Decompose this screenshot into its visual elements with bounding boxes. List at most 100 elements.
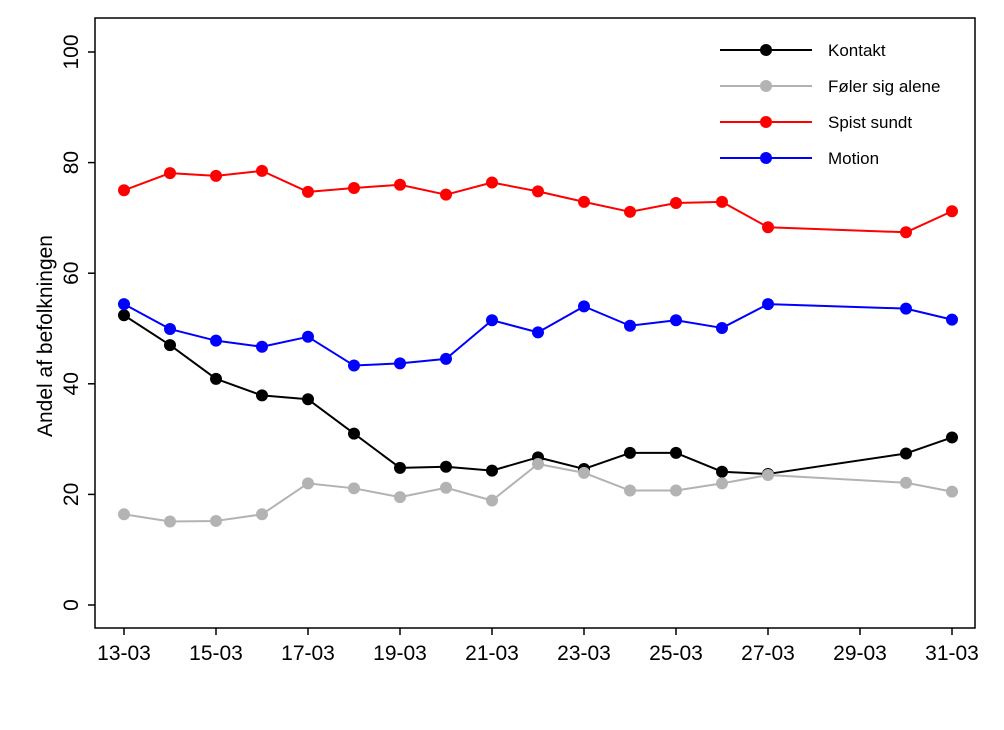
x-axis: 13-03 15-03 17-03 19-03 21-03 23-03 25-03 27-03… (97, 628, 979, 665)
data-point (118, 298, 130, 311)
y-tick-label: 80 (60, 151, 83, 174)
data-point (946, 313, 958, 326)
series-1 (118, 457, 958, 528)
data-point (578, 195, 590, 208)
data-point (440, 352, 452, 365)
data-point (900, 447, 912, 460)
data-point (900, 226, 912, 239)
data-point (624, 484, 636, 497)
data-point (670, 314, 682, 327)
data-point (762, 469, 774, 482)
data-point (900, 302, 912, 315)
series-2 (118, 164, 958, 239)
legend-item: Motion (720, 149, 879, 168)
legend-label: Spist sundt (828, 113, 912, 132)
data-point (532, 457, 544, 470)
legend-item: Føler sig alene (720, 77, 940, 96)
y-tick-label: 40 (60, 372, 83, 395)
data-point (440, 460, 452, 473)
data-point (118, 508, 130, 521)
data-point (256, 389, 268, 402)
data-point (210, 169, 222, 182)
data-point (624, 319, 636, 332)
data-point (946, 205, 958, 218)
data-point (578, 300, 590, 313)
plot-frame (94, 17, 976, 629)
data-point (348, 427, 360, 440)
data-point (118, 184, 130, 197)
legend-marker (760, 80, 772, 92)
data-point (210, 334, 222, 347)
data-point (716, 321, 728, 334)
data-point (164, 323, 176, 336)
data-point (716, 477, 728, 490)
y-tick-label: 60 (60, 262, 83, 285)
data-point (532, 185, 544, 198)
data-point (624, 446, 636, 459)
series-0 (118, 309, 958, 480)
data-point (210, 514, 222, 527)
legend-label: Føler sig alene (828, 77, 940, 96)
data-point (256, 164, 268, 177)
data-point (900, 476, 912, 489)
data-point (210, 372, 222, 385)
data-point (670, 446, 682, 459)
data-point (348, 359, 360, 372)
legend-label: Motion (828, 149, 879, 168)
x-tick-label: 19-03 (373, 642, 427, 665)
data-point (440, 188, 452, 201)
legend: Kontakt Føler sig alene Spist sundt Motion (720, 41, 940, 168)
x-tick-label: 23-03 (557, 642, 611, 665)
legend-marker (760, 44, 772, 56)
data-point (348, 182, 360, 195)
legend-marker (760, 116, 772, 128)
data-point (302, 185, 314, 198)
legend-marker (760, 152, 772, 164)
y-tick-label: 0 (60, 599, 83, 611)
data-point (578, 466, 590, 479)
series-3 (118, 298, 958, 372)
x-tick-label: 25-03 (649, 642, 703, 665)
data-point (256, 340, 268, 353)
data-point (670, 196, 682, 209)
series-layer (118, 164, 958, 528)
data-point (716, 195, 728, 208)
data-point (624, 205, 636, 218)
x-tick-label: 21-03 (465, 642, 519, 665)
data-point (164, 515, 176, 528)
data-point (256, 508, 268, 521)
data-point (762, 298, 774, 311)
data-point (164, 167, 176, 180)
y-axis: 0 20 40 60 80 100 (60, 34, 95, 611)
data-point (348, 482, 360, 495)
legend-label: Kontakt (828, 41, 886, 60)
data-point (394, 461, 406, 474)
data-point (486, 176, 498, 189)
data-point (118, 309, 130, 322)
data-point (532, 326, 544, 339)
series-line (123, 314, 953, 475)
series-line (123, 169, 953, 234)
x-tick-label: 27-03 (741, 642, 795, 665)
data-point (440, 481, 452, 494)
x-tick-label: 29-03 (833, 642, 887, 665)
data-point (716, 465, 728, 478)
data-point (670, 484, 682, 497)
legend-item: Kontakt (720, 41, 886, 60)
x-tick-label: 15-03 (189, 642, 243, 665)
data-point (302, 330, 314, 343)
y-tick-label: 20 (60, 483, 83, 506)
data-point (946, 431, 958, 444)
x-tick-label: 31-03 (925, 642, 979, 665)
y-tick-label: 100 (60, 34, 83, 69)
data-point (394, 491, 406, 504)
data-point (486, 464, 498, 477)
data-point (946, 485, 958, 498)
data-point (164, 339, 176, 352)
data-point (486, 494, 498, 507)
x-tick-label: 17-03 (281, 642, 335, 665)
data-point (302, 477, 314, 490)
data-point (394, 357, 406, 370)
data-point (486, 314, 498, 327)
